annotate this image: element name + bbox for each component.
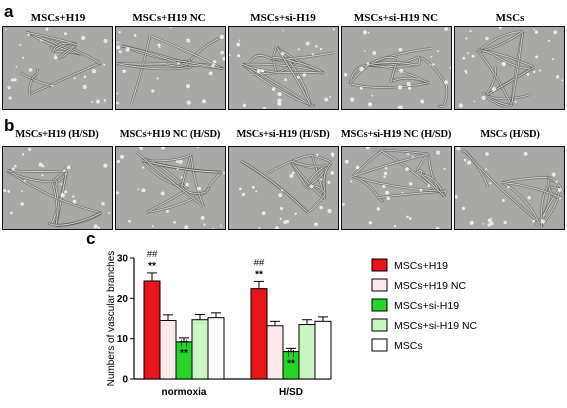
bar [207,317,225,380]
significance-label: ## [147,249,158,260]
bar [191,319,209,380]
micrograph-a-5 [454,26,565,110]
legend-label: MSCs+H19 [394,260,448,272]
bar [159,320,177,380]
legend-label: MSCs+si-H19 NC [394,320,478,332]
row-a-label-2: MSCs+H19 NC [132,12,206,24]
row-b-label-4: MSCs+si-H19 NC (H/SD) [340,129,452,140]
bar [298,324,316,380]
row-a-label-4: MSCs+si-H19 NC [353,12,439,24]
micrograph-b-1 [2,146,113,230]
legend-swatch [371,338,388,352]
bar [266,325,284,380]
x-category-label: H/SD [279,387,303,398]
micrograph-b-4 [341,146,452,230]
significance-label: ** [255,269,263,280]
row-a-label-5: MSCs [495,12,525,24]
legend-swatch [371,318,388,332]
row-b-label-1: MSCs+H19 (H/SD) [15,129,99,140]
y-tick-label: 30 [117,254,129,265]
y-tick-label: 10 [117,334,129,345]
micrograph-b-3 [228,146,339,230]
legend-label: MSCs+H19 NC [394,280,466,292]
y-tick-label: 20 [117,294,129,305]
legend-swatch [371,258,388,272]
row-b-label-3: MSCs+si-H19 (H/SD) [236,129,330,140]
x-category-label: normoxia [161,387,206,398]
significance-label: ## [254,257,265,268]
significance-label: ** [287,358,295,369]
row-b-label-2: MSCs+H19 NC (H/SD) [119,129,221,140]
y-axis-label: Numbers of vascular branches [106,251,117,387]
bar [314,320,332,380]
micrograph-b-5 [454,146,565,230]
significance-label: ** [148,261,156,272]
panel-label-b: b [4,116,15,135]
panel-label-c: c [86,229,96,248]
significance-label: ** [180,348,188,359]
micrograph-a-4 [341,26,452,110]
micrograph-a-1 [2,26,113,110]
micrograph-a-3 [228,26,339,110]
panel-label-a: a [4,2,14,21]
legend-swatch [371,278,388,292]
row-b-label-5: MSCs (H/SD) [480,129,540,140]
legend-label: MSCs+si-H19 [394,300,459,312]
legend-label: MSCs [394,340,423,352]
row-a-label-3: MSCs+si-H19 [250,12,316,24]
bar [143,280,161,380]
row-a-label-1: MSCs+H19 [30,12,86,24]
y-tick-label: 0 [122,375,128,386]
bar [250,288,268,380]
legend-swatch [371,298,388,312]
significance-label: †† [286,348,296,358]
significance-label: †† [179,338,189,348]
micrograph-a-2 [115,26,226,110]
micrograph-b-2 [115,146,226,230]
